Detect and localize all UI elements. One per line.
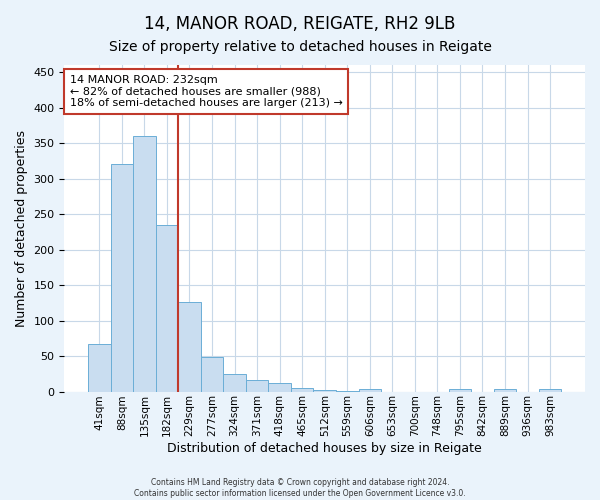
Bar: [223, 374, 246, 392]
Bar: [291, 388, 313, 392]
Bar: [155, 224, 178, 392]
Bar: [494, 388, 516, 392]
Bar: [88, 344, 110, 392]
Y-axis label: Number of detached properties: Number of detached properties: [15, 130, 28, 327]
Bar: [110, 164, 133, 392]
X-axis label: Distribution of detached houses by size in Reigate: Distribution of detached houses by size …: [167, 442, 482, 455]
Bar: [246, 380, 268, 392]
Bar: [336, 391, 359, 392]
Bar: [268, 383, 291, 392]
Bar: [178, 302, 201, 392]
Bar: [539, 390, 562, 392]
Bar: [359, 388, 381, 392]
Bar: [449, 390, 471, 392]
Bar: [201, 357, 223, 392]
Bar: [313, 390, 336, 392]
Text: 14 MANOR ROAD: 232sqm
← 82% of detached houses are smaller (988)
18% of semi-det: 14 MANOR ROAD: 232sqm ← 82% of detached …: [70, 75, 343, 108]
Bar: [133, 136, 155, 392]
Text: Size of property relative to detached houses in Reigate: Size of property relative to detached ho…: [109, 40, 491, 54]
Text: 14, MANOR ROAD, REIGATE, RH2 9LB: 14, MANOR ROAD, REIGATE, RH2 9LB: [145, 15, 455, 33]
Text: Contains HM Land Registry data © Crown copyright and database right 2024.
Contai: Contains HM Land Registry data © Crown c…: [134, 478, 466, 498]
